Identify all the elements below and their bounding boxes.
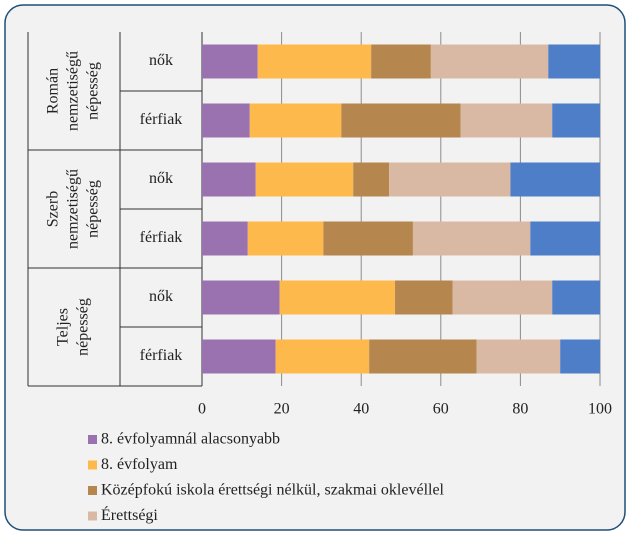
- x-tick-label: 100: [588, 401, 612, 418]
- bar-segment: [476, 339, 561, 374]
- legend-label: 8. évfolyamnál alacsonyabb: [101, 431, 280, 448]
- bar-segment: [452, 280, 553, 315]
- group-label: Szerb: [45, 191, 62, 227]
- bar-segment: [369, 339, 477, 374]
- bar-segment: [395, 280, 453, 315]
- bar-segment: [552, 280, 600, 315]
- category-label: nők: [149, 170, 173, 187]
- legend-label: 8. évfolyam: [101, 456, 178, 473]
- bar-segment: [560, 339, 600, 374]
- category-label: férfiak: [140, 229, 183, 246]
- bar-segment: [202, 162, 256, 197]
- bar-segment: [202, 44, 258, 79]
- legend-swatch: [88, 511, 97, 521]
- bar-segment: [430, 44, 549, 79]
- bar-segment: [202, 221, 248, 256]
- bar-segment: [275, 339, 370, 374]
- bar-segment: [249, 103, 342, 138]
- bar-segment: [279, 280, 396, 315]
- group-label: népesség: [85, 62, 102, 120]
- bar-segment: [257, 44, 372, 79]
- x-tick-label: 80: [512, 401, 528, 418]
- x-tick-label: 40: [353, 401, 369, 418]
- bar-segment: [323, 221, 413, 256]
- bar-segment: [202, 103, 250, 138]
- x-tick-label: 20: [274, 401, 290, 418]
- bar-segment: [353, 162, 390, 197]
- category-label: nők: [149, 52, 173, 69]
- group-label: nemzetiségű: [65, 51, 82, 131]
- legend-label: Érettségi: [101, 505, 158, 524]
- x-tick-label: 60: [433, 401, 449, 418]
- legend-swatch: [88, 460, 97, 470]
- group-label: Teljes: [55, 308, 72, 346]
- bar-segment: [255, 162, 354, 197]
- bar-segment: [548, 44, 600, 79]
- bar-segment: [202, 339, 276, 374]
- bar-segment: [341, 103, 461, 138]
- bar-segment: [552, 103, 600, 138]
- bar-segment: [460, 103, 553, 138]
- bar-segment: [510, 162, 600, 197]
- group-label: Román: [45, 68, 62, 114]
- group-label: nemzetiségű: [65, 169, 82, 249]
- bar-segment: [530, 221, 600, 256]
- legend-swatch: [88, 435, 97, 444]
- bar-segment: [247, 221, 324, 256]
- bar-segment: [202, 280, 280, 315]
- legend-label: Középfokú iskola érettségi nélkül, szakm…: [101, 482, 445, 499]
- category-label: férfiak: [140, 347, 183, 364]
- category-label: nők: [149, 288, 173, 305]
- bar-segment: [412, 221, 531, 256]
- x-tick-label: 0: [198, 401, 206, 418]
- group-label: népesség: [75, 298, 92, 356]
- bar-segment: [371, 44, 431, 79]
- bar-segment: [389, 162, 511, 197]
- group-label: népesség: [85, 180, 102, 238]
- legend-swatch: [88, 486, 97, 495]
- category-label: férfiak: [140, 111, 183, 128]
